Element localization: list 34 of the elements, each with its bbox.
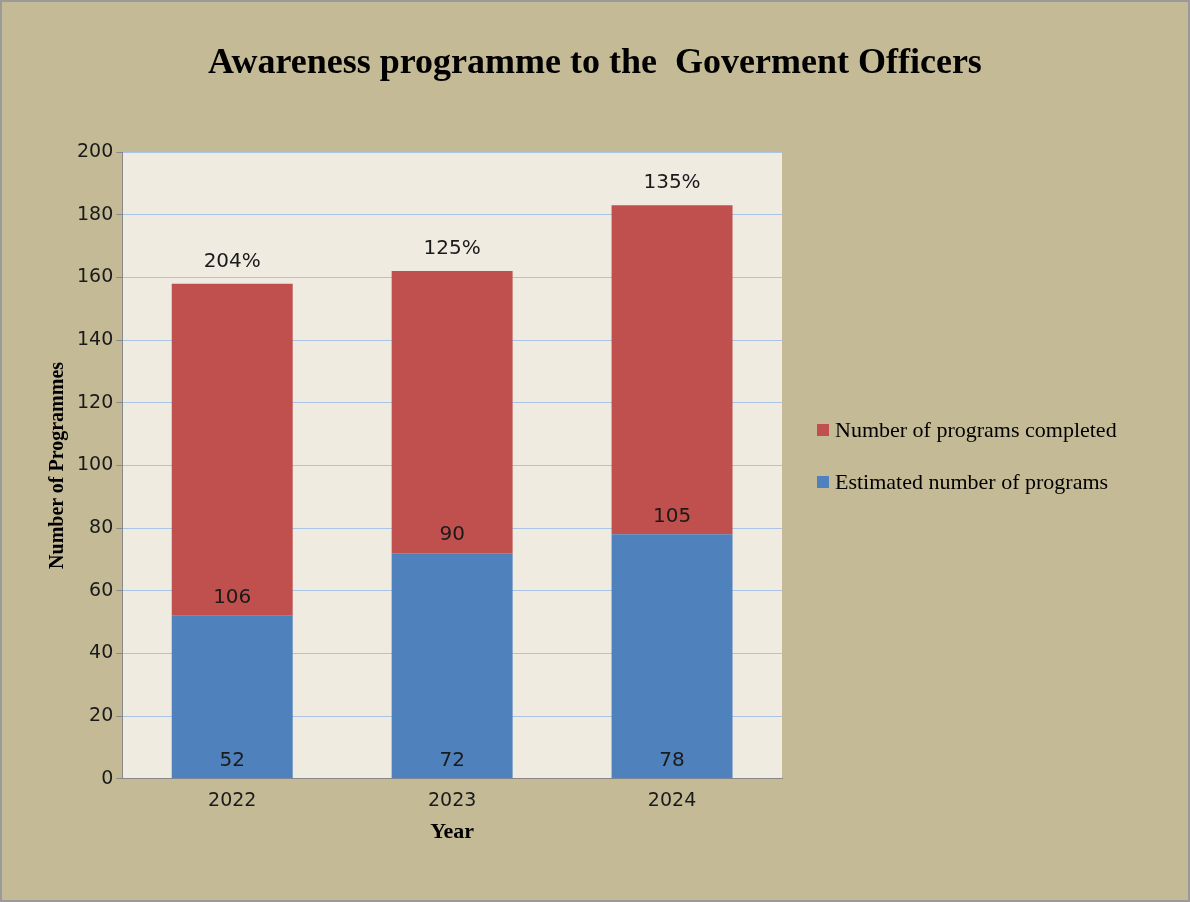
x-axis-title: Year	[430, 818, 475, 844]
data-label: 52	[219, 746, 245, 771]
y-tick-label: 60	[89, 577, 114, 600]
data-label: 90	[439, 521, 465, 546]
y-tick-label: 140	[77, 326, 114, 349]
y-tick-label: 0	[101, 765, 114, 788]
y-tick-label: 160	[77, 264, 114, 287]
legend-label: Number of programs completed	[835, 417, 1117, 443]
annotation: 125%	[423, 235, 481, 260]
bar	[611, 534, 733, 779]
data-label: 78	[659, 746, 685, 771]
y-tick-label: 80	[89, 515, 114, 538]
y-tick-label: 40	[89, 640, 114, 663]
bar	[611, 205, 733, 535]
y-tick-label: 180	[77, 201, 114, 224]
legend-label: Estimated number of programs	[835, 469, 1109, 495]
annotation: 204%	[203, 247, 261, 272]
chart-title: Awareness programme to the Goverment Officers	[207, 40, 983, 82]
bar	[391, 553, 513, 779]
x-tick-label: 2023	[427, 788, 477, 811]
y-axis-title: Number of Programmes	[45, 361, 69, 569]
bar	[171, 283, 293, 616]
y-tick-label: 120	[77, 389, 114, 412]
y-tick-label: 100	[77, 452, 114, 475]
data-label: 106	[213, 584, 252, 609]
bar	[171, 615, 293, 779]
annotation: 135%	[643, 169, 701, 194]
bar	[391, 271, 513, 554]
y-tick-label: 20	[89, 703, 114, 726]
x-tick-label: 2022	[208, 788, 257, 811]
y-tick-label: 200	[77, 138, 114, 161]
x-tick-label: 2024	[647, 788, 697, 811]
data-label: 72	[439, 746, 465, 771]
data-label: 105	[652, 502, 692, 527]
